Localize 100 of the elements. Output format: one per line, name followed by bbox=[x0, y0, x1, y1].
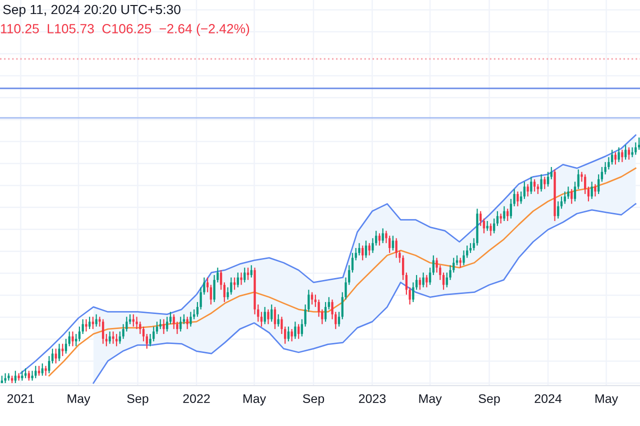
candlestick bbox=[362, 245, 364, 261]
candlestick bbox=[610, 149, 614, 166]
candlestick bbox=[62, 343, 64, 357]
candlestick bbox=[621, 149, 624, 163]
candlestick bbox=[328, 296, 330, 310]
x-tick-label: May bbox=[596, 394, 618, 406]
candlestick bbox=[182, 314, 186, 325]
candlestick bbox=[600, 166, 604, 182]
candlestick bbox=[146, 333, 148, 350]
candlestick bbox=[395, 238, 398, 258]
candlestick bbox=[493, 218, 496, 234]
candlestick bbox=[526, 184, 529, 198]
x-tick-label: 2022 bbox=[183, 394, 210, 404]
candlestick bbox=[368, 242, 370, 256]
candlestick bbox=[354, 247, 357, 261]
candlestick bbox=[574, 181, 576, 202]
x-tick-label: Sep bbox=[127, 394, 148, 406]
candlestick bbox=[108, 330, 111, 344]
candlestick bbox=[92, 316, 94, 330]
candlestick bbox=[54, 348, 57, 364]
candlestick bbox=[486, 220, 488, 232]
candlestick bbox=[523, 181, 526, 200]
candlestick bbox=[142, 326, 145, 342]
candlestick bbox=[500, 213, 502, 224]
candlestick bbox=[490, 222, 492, 236]
x-tick-label: May bbox=[419, 394, 442, 406]
x-tick-label: May bbox=[68, 394, 90, 406]
candlestick bbox=[159, 318, 162, 330]
candlestick bbox=[520, 190, 522, 204]
candlestick bbox=[432, 254, 434, 276]
candlestick bbox=[88, 316, 91, 330]
candlestick bbox=[482, 218, 486, 234]
candlestick bbox=[128, 314, 132, 325]
candlestick bbox=[162, 318, 165, 335]
candlestick bbox=[58, 343, 60, 362]
candlestick bbox=[267, 308, 270, 325]
candlestick bbox=[95, 314, 98, 328]
candlestick bbox=[428, 267, 432, 286]
candlestick bbox=[44, 365, 47, 376]
candlestick bbox=[402, 254, 404, 280]
candlestick bbox=[85, 318, 88, 332]
candlestick bbox=[324, 301, 327, 322]
candlestick bbox=[442, 272, 445, 290]
candlestick bbox=[536, 184, 539, 195]
candlestick bbox=[4, 372, 6, 384]
candlestick bbox=[469, 242, 472, 254]
candlestick bbox=[78, 326, 81, 342]
candlestick bbox=[186, 316, 188, 330]
x-tick-label: May bbox=[243, 394, 266, 406]
text: Sep 11, 2024 20:20 UTC+5:30 bbox=[3, 4, 180, 17]
candlestick bbox=[587, 186, 590, 202]
candlestick bbox=[426, 274, 428, 288]
candlestick bbox=[105, 333, 108, 347]
candlestick bbox=[112, 330, 114, 344]
candlestick bbox=[631, 146, 634, 158]
candlestick bbox=[48, 356, 50, 374]
candlestick bbox=[310, 292, 314, 306]
candlestick bbox=[38, 365, 40, 376]
candlestick bbox=[72, 330, 74, 347]
candlestick bbox=[516, 190, 519, 207]
candlestick bbox=[297, 324, 300, 340]
candlestick bbox=[570, 188, 573, 204]
candlestick bbox=[233, 276, 236, 290]
candlestick bbox=[294, 321, 296, 340]
candlestick bbox=[236, 272, 239, 288]
candlestick bbox=[594, 184, 596, 198]
candlestick bbox=[190, 311, 192, 328]
candlestick bbox=[223, 282, 226, 303]
candlestick bbox=[220, 270, 222, 290]
candlestick bbox=[139, 321, 142, 335]
candlestick bbox=[206, 276, 209, 293]
candlestick bbox=[136, 316, 138, 330]
candlestick bbox=[21, 370, 24, 382]
candlestick bbox=[506, 208, 509, 222]
candlestick bbox=[598, 174, 600, 195]
candlestick bbox=[277, 314, 280, 328]
candlestick bbox=[550, 166, 552, 180]
candlestick bbox=[533, 178, 536, 192]
candlestick bbox=[364, 240, 368, 258]
x-tick-label: 2024 bbox=[534, 394, 562, 404]
candlestick bbox=[68, 330, 70, 347]
candlestick bbox=[392, 235, 394, 252]
candlestick bbox=[388, 235, 391, 254]
candlestick bbox=[246, 267, 250, 280]
candlestick bbox=[351, 252, 354, 274]
candlestick bbox=[287, 326, 290, 342]
candlestick bbox=[540, 174, 542, 192]
candlestick bbox=[156, 321, 158, 335]
candlestick bbox=[290, 328, 293, 342]
candlestick bbox=[530, 176, 532, 195]
candlestick bbox=[496, 210, 499, 226]
candlestick bbox=[244, 267, 246, 283]
candlestick bbox=[564, 190, 566, 204]
candlestick bbox=[618, 146, 620, 163]
candlestick bbox=[132, 314, 134, 328]
x-tick-label: Sep bbox=[302, 394, 324, 406]
x-tick-label: 2021 bbox=[7, 394, 34, 404]
candlestick bbox=[560, 196, 563, 210]
candlestick bbox=[41, 362, 44, 376]
candlestick bbox=[577, 168, 580, 190]
